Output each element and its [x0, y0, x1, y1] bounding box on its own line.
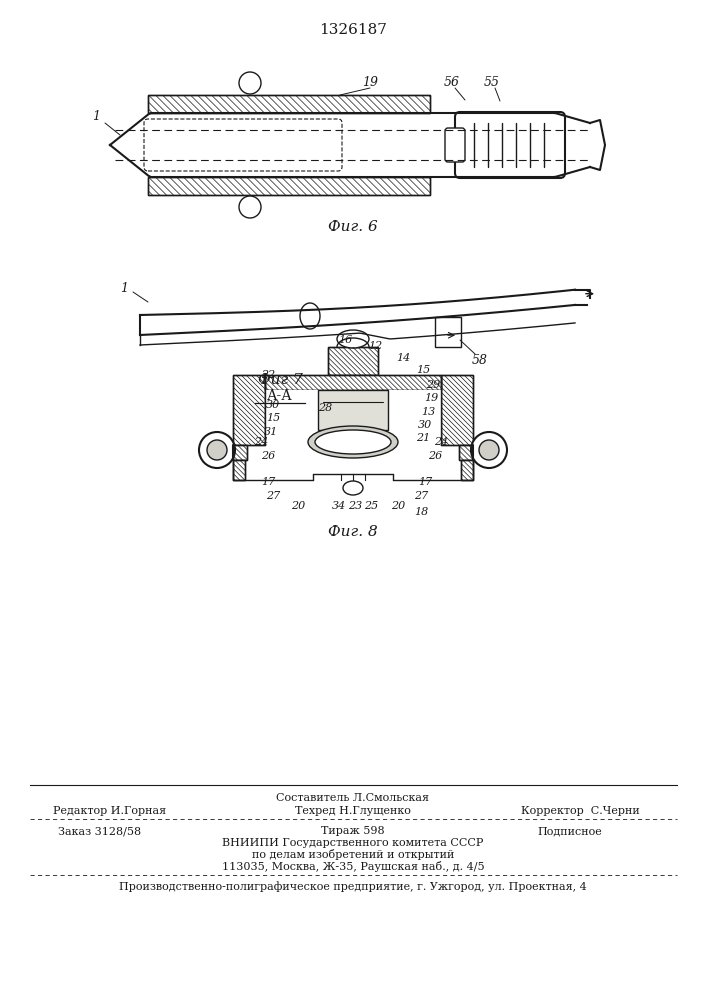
Text: Составитель Л.Смольская: Составитель Л.Смольская — [276, 793, 429, 803]
Text: 19: 19 — [362, 77, 378, 90]
Text: 21: 21 — [416, 433, 430, 443]
Polygon shape — [265, 375, 441, 390]
Text: 30: 30 — [418, 420, 432, 430]
Ellipse shape — [343, 481, 363, 495]
Text: 25: 25 — [364, 501, 378, 511]
Text: 26: 26 — [428, 451, 442, 461]
Ellipse shape — [315, 430, 391, 454]
Text: Корректор  С.Черни: Корректор С.Черни — [520, 806, 639, 816]
Text: Техред Н.Глущенко: Техред Н.Глущенко — [295, 806, 411, 816]
Text: 1: 1 — [120, 282, 128, 294]
Text: 15: 15 — [266, 413, 280, 423]
Text: А-А: А-А — [267, 389, 293, 403]
Ellipse shape — [337, 330, 369, 348]
Text: по делам изобретений и открытий: по делам изобретений и открытий — [252, 850, 454, 860]
Text: Фиг. 8: Фиг. 8 — [328, 525, 378, 539]
Text: 58: 58 — [472, 354, 488, 366]
Text: 34: 34 — [332, 501, 346, 511]
Circle shape — [207, 440, 227, 460]
Text: ВНИИПИ Государственного комитета СССР: ВНИИПИ Государственного комитета СССР — [222, 838, 484, 848]
Text: Фиг. 6: Фиг. 6 — [328, 220, 378, 234]
Text: 26: 26 — [261, 451, 275, 461]
Bar — [318, 390, 388, 430]
Text: Фиг 7: Фиг 7 — [257, 373, 303, 387]
Text: 15: 15 — [416, 365, 430, 375]
Text: 17: 17 — [261, 477, 275, 487]
Polygon shape — [233, 375, 265, 445]
Text: 13: 13 — [421, 407, 435, 417]
Text: 29: 29 — [426, 380, 440, 390]
Text: 24: 24 — [254, 437, 268, 447]
Circle shape — [471, 432, 507, 468]
Text: 20: 20 — [291, 501, 305, 511]
Text: Заказ 3128/58: Заказ 3128/58 — [59, 826, 141, 836]
Text: 1: 1 — [92, 110, 100, 123]
Circle shape — [199, 432, 235, 468]
Text: 24: 24 — [434, 437, 448, 447]
Text: 113035, Москва, Ж-35, Раушская наб., д. 4/5: 113035, Москва, Ж-35, Раушская наб., д. … — [222, 861, 484, 872]
Text: 20: 20 — [391, 501, 405, 511]
Text: 19: 19 — [424, 393, 438, 403]
Polygon shape — [328, 347, 378, 375]
Ellipse shape — [239, 72, 261, 94]
Text: 14: 14 — [396, 353, 410, 363]
Polygon shape — [441, 375, 473, 445]
Text: 1326187: 1326187 — [319, 23, 387, 37]
Text: 12: 12 — [368, 341, 382, 351]
Polygon shape — [459, 445, 473, 460]
Polygon shape — [233, 445, 247, 460]
Text: 28: 28 — [318, 403, 332, 413]
Text: Производственно-полиграфическое предприятие, г. Ужгород, ул. Проектная, 4: Производственно-полиграфическое предприя… — [119, 882, 587, 892]
Polygon shape — [233, 460, 245, 480]
Text: 55: 55 — [484, 77, 500, 90]
Text: Редактор И.Горная: Редактор И.Горная — [54, 806, 167, 816]
Circle shape — [479, 440, 499, 460]
Text: 18: 18 — [414, 507, 428, 517]
Polygon shape — [148, 177, 430, 195]
Text: 27: 27 — [414, 491, 428, 501]
Text: 23: 23 — [348, 501, 362, 511]
Text: 27: 27 — [266, 491, 280, 501]
Text: 30: 30 — [266, 400, 280, 410]
Text: 16: 16 — [338, 335, 352, 345]
Ellipse shape — [308, 426, 398, 458]
Bar — [265, 390, 441, 445]
Text: 31: 31 — [264, 427, 278, 437]
Polygon shape — [461, 460, 473, 480]
Text: 17: 17 — [418, 477, 432, 487]
Polygon shape — [148, 95, 430, 113]
Bar — [435, 317, 461, 347]
Text: 22: 22 — [261, 370, 275, 380]
Text: Подписное: Подписное — [537, 826, 602, 836]
FancyBboxPatch shape — [445, 128, 465, 162]
Text: 56: 56 — [444, 77, 460, 90]
Text: Тираж 598: Тираж 598 — [321, 826, 385, 836]
Ellipse shape — [239, 196, 261, 218]
FancyBboxPatch shape — [455, 112, 565, 178]
